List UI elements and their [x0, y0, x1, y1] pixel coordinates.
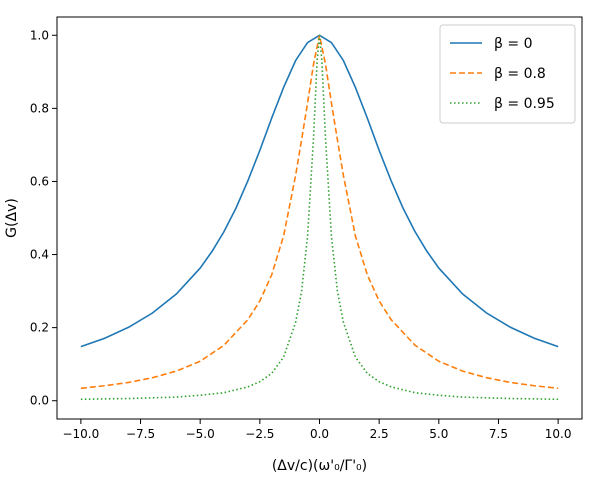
x-tick-label: 0.0 — [310, 427, 329, 441]
y-tick-label: 0.6 — [30, 174, 49, 188]
legend-label-0: β = 0 — [494, 36, 532, 52]
legend-label-2: β = 0.95 — [494, 96, 555, 112]
y-tick-label: 0.8 — [30, 101, 49, 115]
x-tick-label: −5.0 — [186, 427, 215, 441]
x-tick-label: −10.0 — [62, 427, 99, 441]
legend-label-1: β = 0.8 — [494, 66, 546, 82]
y-tick-label: 0.4 — [30, 248, 49, 262]
x-tick-label: 5.0 — [429, 427, 448, 441]
y-tick-label: 1.0 — [30, 28, 49, 42]
x-axis-label: (Δv/c)(ω'₀/Γ'₀) — [272, 458, 367, 474]
legend: β = 0 β = 0.8 β = 0.95 — [439, 24, 576, 124]
legend-box — [439, 24, 576, 124]
y-axis-ticks: 0.0 0.2 0.4 0.6 0.8 1.0 — [30, 28, 57, 408]
x-tick-label: 7.5 — [489, 427, 508, 441]
series-lines — [80, 34, 559, 401]
y-tick-label: 0.2 — [30, 321, 49, 335]
y-tick-label: 0.0 — [30, 394, 49, 408]
x-axis-ticks: −10.0 −7.5 −5.0 −2.5 0.0 2.5 5.0 7.5 10.0 — [62, 419, 571, 441]
series-line-2 — [80, 35, 559, 401]
x-tick-label: −2.5 — [245, 427, 274, 441]
x-tick-label: 10.0 — [545, 427, 572, 441]
x-tick-label: 2.5 — [370, 427, 389, 441]
x-tick-label: −7.5 — [126, 427, 155, 441]
y-axis-label: G(Δv) — [4, 198, 20, 238]
